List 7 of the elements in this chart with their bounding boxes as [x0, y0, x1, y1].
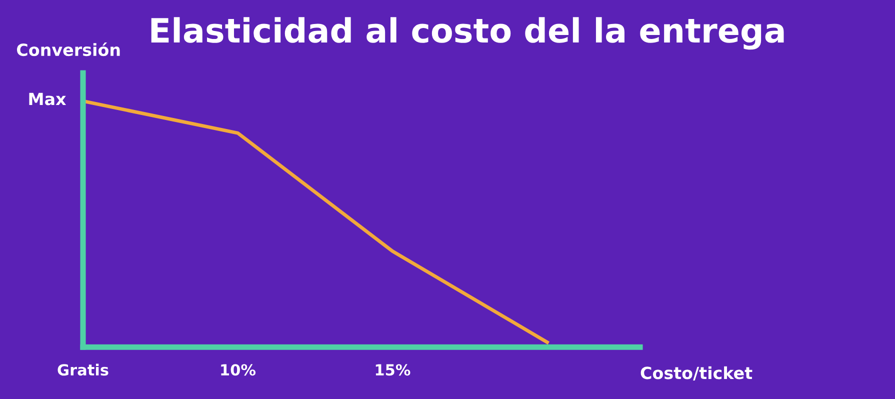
y-axis-title: Conversión [16, 42, 120, 56]
text: Max [29, 92, 66, 106]
x-tick-label: 15% [376, 364, 410, 376]
chart-title: Elasticidad al costo del la entrega [151, 17, 784, 50]
x-tick-label: Gratis [58, 364, 108, 376]
x-tick-label: 10% [221, 364, 256, 376]
x-axis-title: Costo/ticket [640, 366, 752, 381]
